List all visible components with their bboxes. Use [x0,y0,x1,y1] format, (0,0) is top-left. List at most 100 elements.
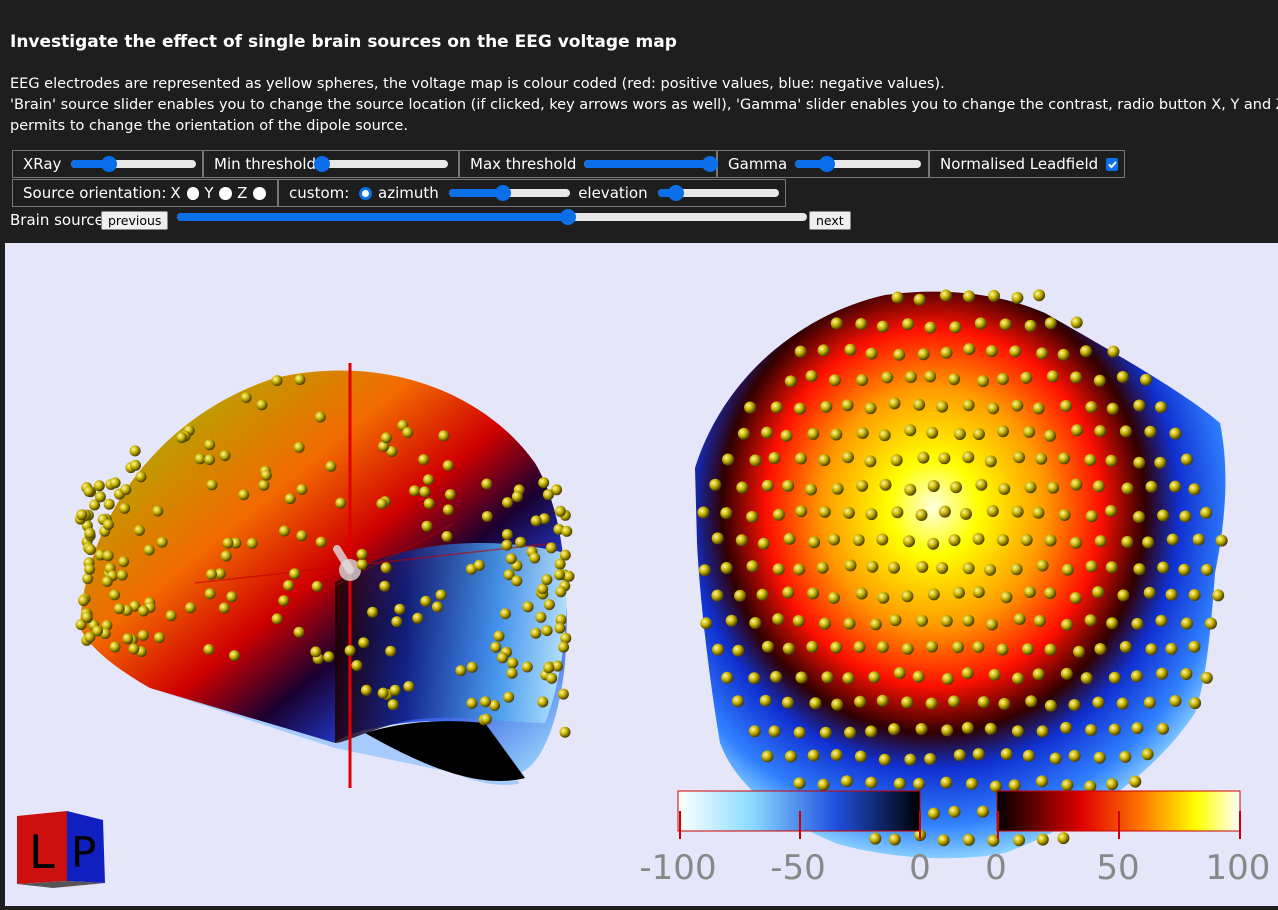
orientation-cube[interactable]: L P [17,811,105,888]
electrode [926,426,939,439]
elevation-slider-thumb[interactable] [667,185,684,201]
electrode [808,536,821,549]
electrode [917,451,930,464]
orientation-x-radio[interactable] [186,186,200,200]
electrode [499,608,511,620]
orientation-z-radio[interactable] [253,186,267,200]
min-threshold-slider[interactable] [314,156,449,172]
electrode [1085,401,1098,414]
brain-source-slider-thumb[interactable] [559,209,576,225]
electrode [412,612,424,624]
electrode [784,375,797,388]
electrode [561,525,573,537]
electrode [820,400,833,413]
gamma-slider[interactable] [795,156,922,172]
electrode [78,595,89,607]
xray-slider-thumb[interactable] [100,156,117,172]
electrode [985,345,998,358]
electrode [853,641,866,653]
electrode [351,660,363,671]
electrode [1180,617,1193,630]
electrode [1094,425,1107,438]
eeg-3d-viewer[interactable]: L P -100 -50 0 0 50 100 [5,243,1278,906]
electrode [865,347,878,360]
electrode [1155,614,1168,627]
electrode [869,618,882,631]
electrode [913,293,926,306]
elevation-slider[interactable] [657,185,780,201]
electrode [891,506,904,519]
previous-button[interactable]: previous [101,211,169,230]
electrode [782,586,795,599]
electrode [543,662,555,674]
electrode [1022,643,1034,656]
electrode [821,671,834,684]
electrode [1157,509,1170,522]
electrode [996,534,1009,546]
electrode [998,697,1011,710]
orientation-y-radio[interactable] [219,186,233,200]
electrode [1130,670,1143,683]
electrode [289,568,301,580]
electrode [952,641,965,654]
electrode [840,775,853,788]
max-threshold-slider[interactable] [584,156,718,172]
electrode [204,588,216,600]
electrode [938,505,951,518]
electrode [852,534,865,546]
azimuth-slider[interactable] [448,185,571,201]
electrode [963,290,975,303]
electrode [122,633,134,645]
page-title: Investigate the effect of single brain s… [10,32,677,52]
xray-slider[interactable] [71,156,196,172]
min-threshold-slider-thumb[interactable] [314,156,331,172]
electrode [1108,671,1121,684]
electrode [1169,695,1182,707]
electrode [784,750,797,763]
electrode [102,519,114,531]
electrode [988,289,1000,302]
electrode [781,696,794,709]
electrode [394,603,406,615]
electrode [902,318,915,331]
electrode [176,432,188,444]
cube-right-label: P [71,828,96,877]
electrode [794,345,807,358]
electrode [720,507,733,520]
azimuth-slider-thumb[interactable] [495,185,512,201]
next-button[interactable]: next [809,211,851,230]
electrode [539,513,550,525]
electrode [1061,563,1074,576]
electrode [76,509,88,521]
electrode [1092,696,1105,709]
electrode [1188,640,1201,653]
azimuth-radio[interactable] [359,186,373,200]
electrode [941,724,954,737]
max-threshold-slider-thumb[interactable] [702,156,718,172]
gamma-slider-thumb[interactable] [818,156,835,172]
electrode [1047,481,1060,494]
electrode [283,580,295,591]
electrode [901,642,914,655]
electrode [1129,775,1142,788]
electrode [974,317,987,330]
electrode [506,667,518,679]
electrode [1036,559,1049,572]
electrode [256,399,268,411]
electrode [878,429,891,442]
electrode [1080,672,1093,685]
electrode [782,479,795,492]
electrode [960,507,972,520]
electrode [1013,451,1026,464]
electrode [1108,723,1121,736]
electrode [1036,775,1048,788]
electrode [938,452,951,465]
brain-source-slider[interactable] [177,209,807,225]
electrode [975,478,988,491]
electrode [950,481,962,494]
electrode [736,481,749,494]
electrode [203,644,215,655]
electrode [768,452,781,464]
normalised-leadfield-checkbox[interactable] [1106,157,1118,171]
electrode [1068,749,1081,762]
